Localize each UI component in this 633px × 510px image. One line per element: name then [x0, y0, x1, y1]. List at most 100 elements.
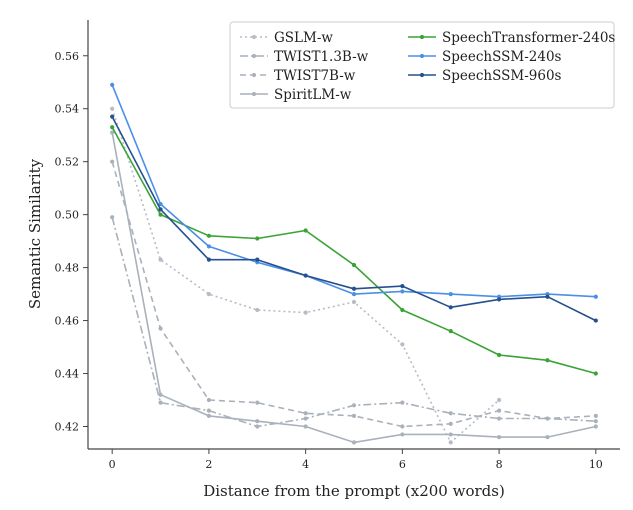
series-point	[255, 400, 260, 405]
series-point	[448, 421, 453, 426]
series-point	[351, 403, 357, 408]
legend-label: SpiritLM-w	[274, 87, 352, 103]
legend-label: SpeechSSM-240s	[442, 49, 562, 65]
series-point	[158, 207, 163, 212]
series-point	[448, 329, 453, 334]
series-point	[110, 106, 115, 111]
y-tick-label: 0.44	[55, 368, 80, 381]
series-point	[496, 434, 502, 440]
legend-label: GSLM-w	[274, 30, 333, 46]
x-axis-title: Distance from the prompt (x200 words)	[203, 482, 505, 500]
series-point	[110, 125, 115, 130]
series-point	[545, 358, 550, 363]
series-point	[496, 397, 502, 403]
x-tick-label: 4	[302, 458, 309, 471]
series-point	[400, 400, 405, 405]
series-point	[206, 291, 212, 297]
series-point	[206, 233, 212, 238]
legend-marker	[251, 91, 257, 97]
legend-label: SpeechTransformer-240s	[442, 30, 615, 46]
series-point	[593, 371, 598, 376]
series-point	[206, 408, 212, 413]
series-point	[400, 432, 405, 437]
legend-marker	[419, 72, 425, 78]
series-point	[545, 434, 550, 440]
y-tick-label: 0.56	[55, 50, 80, 63]
series-point	[400, 342, 405, 347]
legend-frame	[229, 21, 615, 109]
series-point	[448, 432, 453, 437]
y-tick-label: 0.46	[55, 315, 80, 328]
series-point	[400, 424, 405, 429]
y-axis-title: Semantic Similarity	[26, 158, 44, 309]
series-point	[206, 244, 212, 249]
y-tick-label: 0.52	[55, 156, 80, 169]
series-point	[110, 159, 115, 164]
series-point	[206, 397, 212, 403]
series-point	[255, 236, 260, 241]
x-tick-label: 0	[109, 458, 116, 471]
series-point	[400, 284, 405, 289]
legend-marker	[251, 53, 257, 59]
series-line	[111, 217, 596, 428]
series-point	[255, 307, 260, 313]
series-point	[351, 291, 357, 297]
legend: GSLM-w TWIST1.3B-w TWIST7B-w SpiritLM-w Spee…	[229, 21, 615, 109]
series-point	[303, 424, 308, 429]
series-point	[593, 318, 598, 323]
y-tick-label: 0.48	[55, 262, 80, 275]
series-point	[448, 291, 453, 297]
legend-label: TWIST1.3B-w	[274, 49, 369, 65]
series-point	[158, 201, 163, 207]
series-point	[496, 416, 502, 421]
series-point	[206, 413, 212, 418]
y-tick-label: 0.54	[55, 103, 80, 116]
series-point	[110, 130, 115, 135]
series-point	[593, 424, 598, 429]
series-point	[351, 299, 357, 305]
series-point	[158, 257, 163, 262]
y-tick-label: 0.42	[55, 420, 80, 433]
x-tick-label: 8	[496, 458, 503, 471]
series-point	[158, 400, 163, 405]
series-point	[110, 82, 115, 87]
series-point	[303, 228, 308, 233]
series-point	[351, 262, 357, 268]
series-point	[158, 392, 163, 397]
series-line	[111, 126, 597, 375]
series-point	[545, 416, 550, 421]
legend-marker	[251, 72, 257, 78]
x-tick-label: 10	[589, 458, 603, 471]
series-point	[496, 352, 502, 358]
series-point	[255, 419, 260, 424]
series-point	[545, 294, 550, 299]
x-tick-label: 2	[205, 458, 212, 471]
series-point	[255, 257, 260, 262]
series-point	[593, 294, 598, 299]
series-point	[303, 310, 308, 315]
series-point	[303, 416, 308, 421]
legend-marker	[419, 53, 425, 59]
series-point	[593, 413, 598, 418]
series-point	[206, 257, 212, 262]
legend-marker	[251, 34, 257, 40]
legend-marker	[419, 34, 425, 40]
series-point	[351, 440, 357, 445]
series-point	[110, 114, 115, 119]
series-point	[448, 411, 453, 416]
series-point	[496, 297, 502, 302]
series-point	[110, 215, 115, 220]
series-point	[448, 305, 453, 310]
series-point	[158, 326, 163, 331]
x-tick-label: 6	[399, 458, 406, 471]
legend-label: SpeechSSM-960s	[442, 68, 562, 84]
series-point	[158, 212, 163, 217]
plot-lines	[110, 82, 598, 445]
series-point	[400, 289, 405, 294]
series-point	[351, 286, 357, 291]
series-point	[351, 413, 357, 418]
ticks: 0 2 4 6 8 10 0.42 0.44 0.46 0.48 0.50 0.52 0.54 0.56	[55, 50, 603, 471]
series-point	[448, 440, 453, 445]
legend-label: TWIST7B-w	[274, 68, 356, 84]
